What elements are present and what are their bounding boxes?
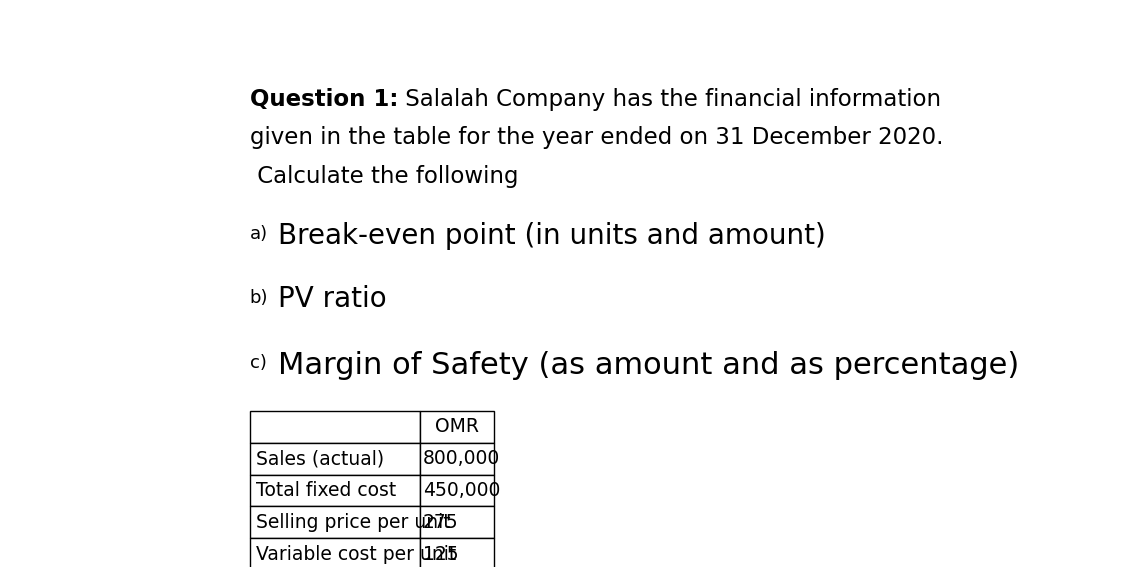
Text: PV ratio: PV ratio bbox=[278, 285, 386, 313]
Text: 450,000: 450,000 bbox=[423, 481, 501, 500]
Text: Sales (actual): Sales (actual) bbox=[255, 449, 384, 468]
Text: Margin of Safety (as amount and as percentage): Margin of Safety (as amount and as perce… bbox=[278, 350, 1019, 379]
Bar bbox=[420, 443, 494, 475]
Text: Total fixed cost: Total fixed cost bbox=[255, 481, 396, 500]
Bar bbox=[420, 538, 494, 567]
Text: Variable cost per unit: Variable cost per unit bbox=[255, 545, 456, 564]
Text: 125: 125 bbox=[423, 545, 459, 564]
Text: 800,000: 800,000 bbox=[423, 449, 501, 468]
Text: given in the table for the year ended on 31 December 2020.: given in the table for the year ended on… bbox=[250, 126, 943, 149]
Text: OMR: OMR bbox=[434, 417, 478, 436]
Text: a): a) bbox=[250, 225, 268, 243]
Bar bbox=[420, 411, 494, 443]
Bar bbox=[250, 443, 420, 475]
Text: 275: 275 bbox=[423, 513, 459, 532]
Bar bbox=[250, 475, 420, 506]
Bar bbox=[420, 506, 494, 538]
Text: Salalah Company has the financial information: Salalah Company has the financial inform… bbox=[398, 88, 942, 111]
Text: c): c) bbox=[250, 354, 267, 372]
Bar bbox=[250, 538, 420, 567]
Bar bbox=[250, 411, 420, 443]
Text: b): b) bbox=[250, 289, 268, 307]
Bar bbox=[250, 506, 420, 538]
Bar bbox=[420, 475, 494, 506]
Text: Question 1:: Question 1: bbox=[250, 88, 398, 111]
Text: Calculate the following: Calculate the following bbox=[250, 164, 519, 188]
Text: Selling price per unit: Selling price per unit bbox=[255, 513, 450, 532]
Text: Break-even point (in units and amount): Break-even point (in units and amount) bbox=[278, 222, 826, 249]
